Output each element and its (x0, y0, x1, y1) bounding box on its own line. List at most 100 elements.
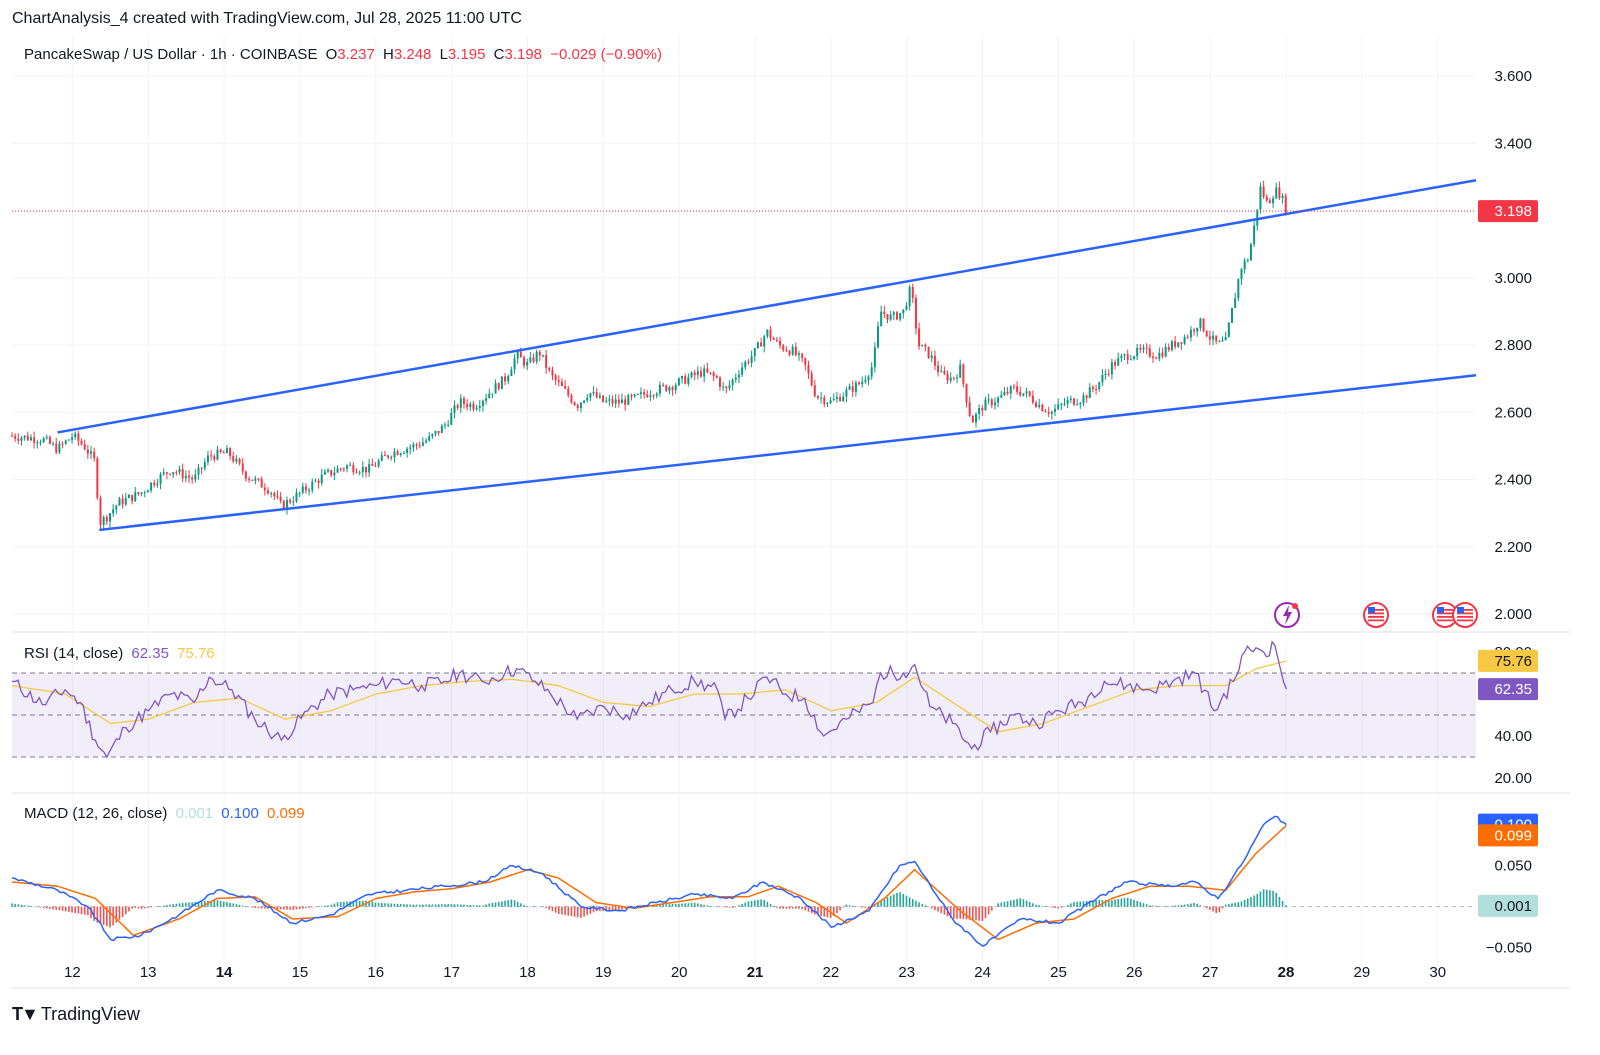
candle-body (921, 344, 924, 347)
candle-body (813, 385, 816, 397)
macd-hist-bar (766, 901, 769, 907)
candle-body (181, 468, 184, 479)
macd-hist-bar (434, 904, 437, 907)
macd-hist-bar (1218, 906, 1221, 913)
footer-brand[interactable]: T▼ TradingView (12, 1004, 140, 1025)
flag-canton (1437, 607, 1444, 613)
candle-body (545, 355, 548, 368)
candle-body (311, 481, 314, 491)
candle-body (323, 471, 326, 475)
macd-hist-bar (437, 904, 440, 907)
macd-hist-bar (475, 905, 478, 907)
macd-hist-bar (965, 906, 968, 920)
macd-hist-bar (1215, 906, 1217, 913)
candle-body (1215, 335, 1218, 342)
macd-hist-bar (333, 903, 336, 907)
macd-hist-bar (1006, 901, 1009, 907)
macd-hist-bar (188, 902, 190, 907)
macd-hist-bar (1032, 903, 1034, 907)
macd-hist-bar (87, 906, 89, 916)
macd-hist-bar (1047, 906, 1050, 908)
date-tick-label: 18 (519, 964, 536, 981)
candle-body (845, 389, 848, 397)
macd-hist-bar (978, 906, 980, 921)
macd-hist-bar (23, 905, 26, 907)
macd-hist-bar (529, 906, 532, 908)
macd-hist-bar (346, 901, 348, 907)
candle-body (1259, 186, 1262, 210)
macd-hist-bar (687, 903, 690, 907)
candle-body (434, 430, 437, 435)
candle-body (1218, 341, 1221, 343)
macd-hist-bar (415, 904, 418, 907)
macd-hist-bar (776, 906, 778, 908)
candle-body (194, 474, 197, 480)
macd-hist-bar (1149, 905, 1151, 907)
candle-body (677, 378, 680, 386)
macd-hist-bar (633, 905, 636, 907)
macd-hist-bar (848, 905, 851, 907)
us-flag-event-icon (1432, 602, 1458, 628)
candle-body (949, 377, 952, 381)
macd-hist-bar (289, 906, 291, 910)
macd-hist-bar (343, 901, 345, 907)
macd-hist-bar (564, 906, 566, 916)
candle-body (52, 443, 55, 445)
macd-hist-bar (1196, 903, 1199, 907)
candle-body (541, 355, 544, 357)
candle-body (829, 400, 832, 404)
macd-hist-bar (216, 900, 219, 907)
rsi-ma-tag-text: 75.76 (1494, 653, 1532, 670)
macd-hist-bar (554, 906, 557, 913)
macd-hist-bar (1240, 901, 1243, 907)
macd-hist-bar (719, 906, 721, 908)
macd-hist-bar (472, 905, 475, 907)
macd-hist-bar (1275, 892, 1278, 907)
candle-body (839, 397, 842, 402)
macd-hist-bar (561, 906, 563, 915)
candle-body (718, 377, 721, 387)
candle-body (1142, 347, 1145, 350)
macd-hist-bar (557, 906, 560, 914)
macd-hist-bar (772, 905, 775, 907)
candle-body (55, 443, 58, 453)
candle-body (1234, 298, 1237, 308)
macd-hist-bar (1193, 902, 1195, 907)
macd-hist-bar (150, 906, 152, 908)
macd-hist-bar (390, 903, 393, 907)
macd-hist-bar (959, 906, 961, 919)
candle-body (23, 435, 26, 438)
macd-hist-bar (734, 906, 737, 908)
candle-body (993, 402, 996, 406)
candle-body (889, 314, 892, 320)
candle-body (662, 384, 665, 386)
macd-hist-bar (1253, 895, 1255, 907)
macd-hist-bar (741, 903, 743, 907)
macd-hist-bar (33, 906, 35, 908)
candle-body (162, 472, 165, 475)
flag-stripe (1437, 612, 1453, 615)
channel-upper-line (57, 179, 1477, 434)
candle-body (712, 372, 715, 377)
macd-hist-bar (478, 905, 481, 907)
price-tick-label: 3.000 (1494, 270, 1532, 287)
candle-body (77, 433, 80, 441)
macd-hist-bar (1133, 899, 1135, 907)
macd-hist-bar (485, 904, 487, 907)
candle-body (715, 376, 718, 378)
candle-body (560, 381, 563, 386)
date-tick-label: 28 (1278, 964, 1295, 981)
date-tick-label: 26 (1126, 964, 1143, 981)
macd-hist-bar (586, 906, 589, 916)
macd-hist-bar (380, 903, 383, 907)
candle-body (210, 455, 213, 457)
macd-hist-bar (981, 906, 984, 922)
macd-hist-bar (782, 906, 784, 909)
macd-hist-bar (832, 906, 835, 916)
macd-hist-bar (678, 903, 680, 907)
candle-body (589, 393, 592, 398)
macd-hist-bar (191, 902, 193, 907)
macd-hist-bar (548, 906, 551, 910)
macd-hist-bar (147, 906, 149, 908)
